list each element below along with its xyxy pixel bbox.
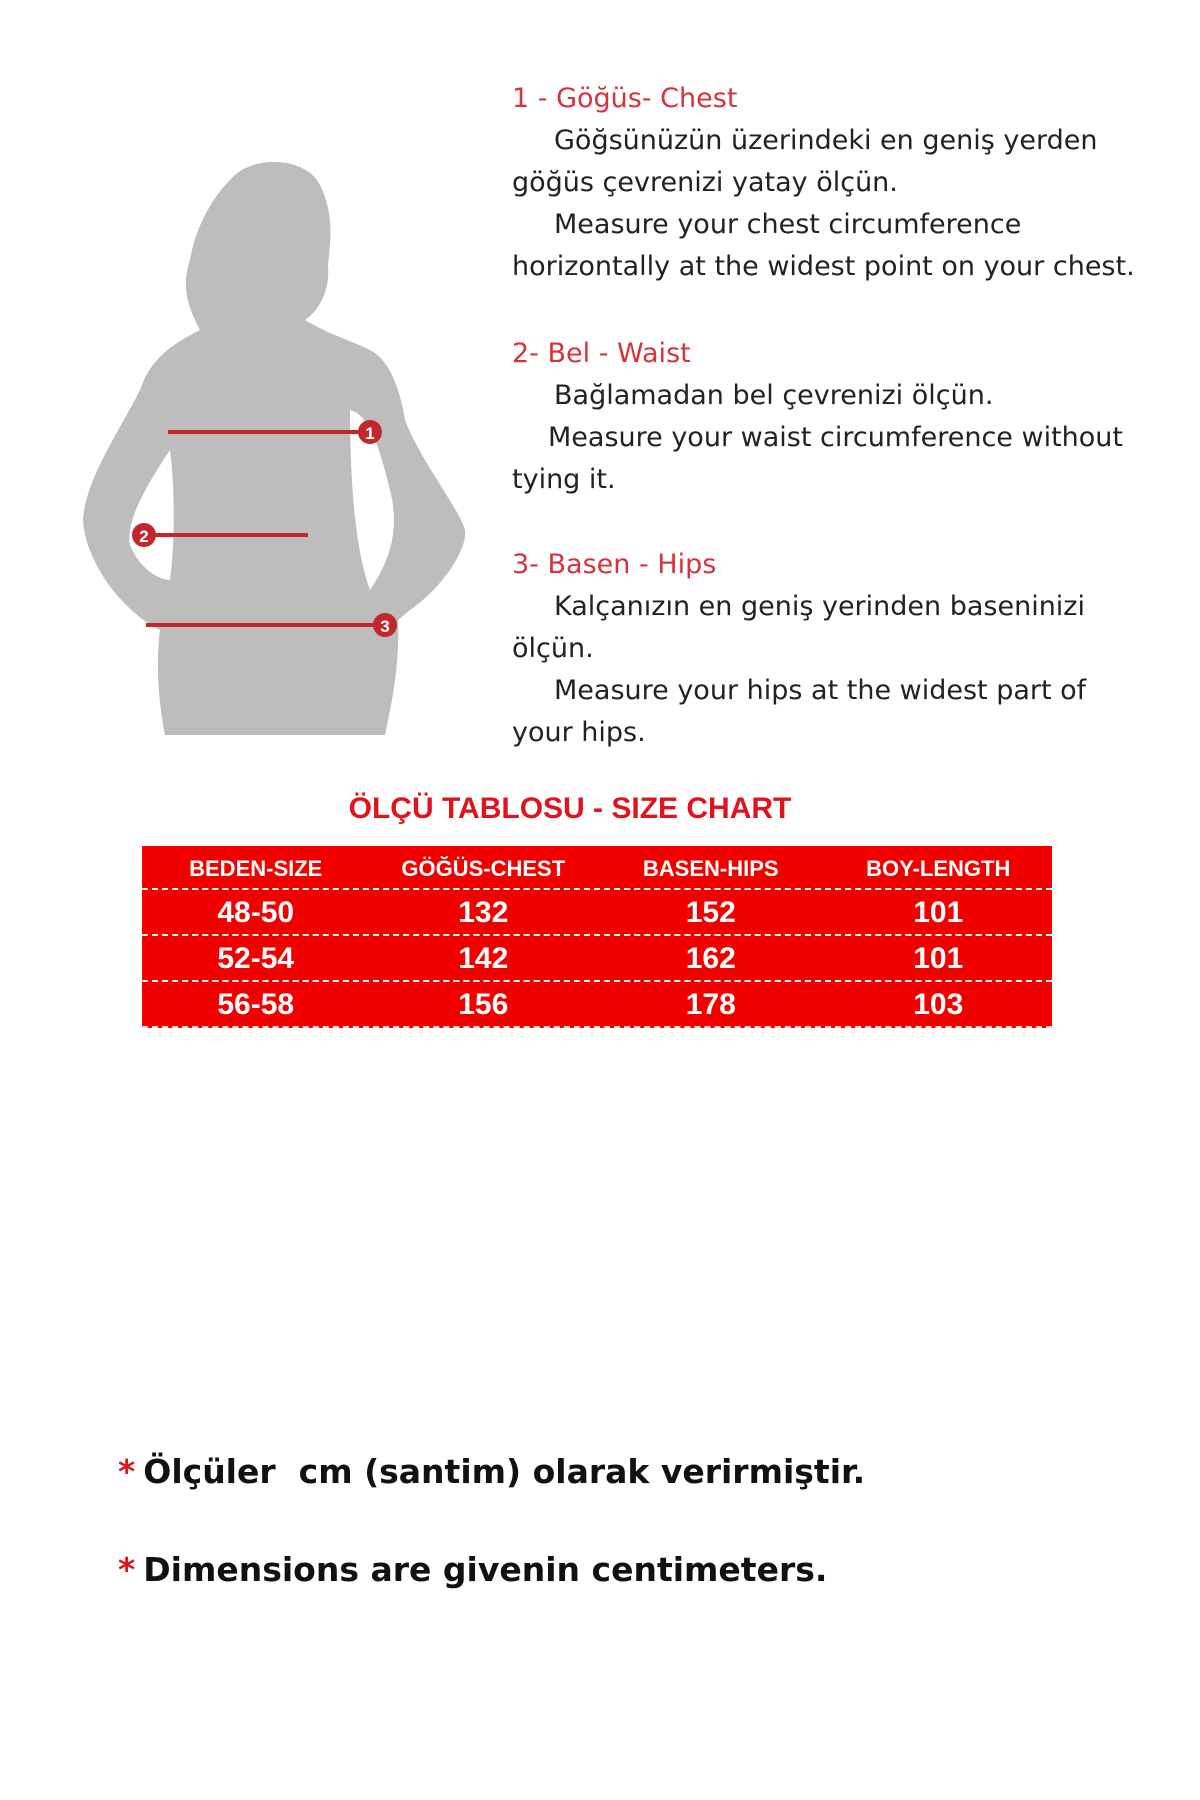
table-cell: 142 [458,942,509,975]
table-cell: 101 [913,942,964,975]
column-header: BOY-LENGTH [866,856,1011,881]
chest-instructions: 1 - Göğüs- Chest Göğsünüzün üzerindeki e… [512,78,1135,288]
table-cell: 178 [685,988,736,1021]
instruction-line: Bağlamadan bel çevrenizi ölçün. [554,380,994,411]
table-header-row: BEDEN-SIZE GÖĞÜS-CHEST BASEN-HIPS BOY-LE… [142,846,1052,890]
table-row: 52-54 142 162 101 [142,936,1052,982]
instruction-line: Measure your chest circumference [554,209,1022,240]
instruction-line: tying it. [512,464,616,495]
marker-3-label: 3 [380,617,389,636]
table-row: 48-50 132 152 101 [142,890,1052,936]
column-header: GÖĞÜS-CHEST [401,856,566,881]
waist-instructions: 2- Bel - Waist Bağlamadan bel çevrenizi … [512,333,1123,501]
arm-gap-right [350,410,394,590]
table-cell: 152 [685,896,736,929]
table-cell: 162 [685,942,736,975]
table-row: 56-58 156 178 103 [142,982,1052,1028]
column-header: BEDEN-SIZE [189,856,323,881]
waist-heading: 2- Bel - Waist [512,338,691,369]
asterisk-icon: * [118,1452,136,1491]
hips-instructions: 3- Basen - Hips Kalçanızın en geniş yeri… [512,544,1086,754]
asterisk-icon: * [118,1550,136,1589]
instruction-line: göğüs çevrenizi yatay ölçün. [512,167,898,198]
table-cell: 52-54 [217,942,295,975]
body-silhouette-figure: 1 2 3 [83,161,466,735]
hips-heading: 3- Basen - Hips [512,549,717,580]
note-text: Dimensions are givenin centimeters. [143,1550,828,1589]
marker-1 [358,420,382,444]
note-units-tr: * Ölçüler cm (santim) olarak verirmiştir. [118,1452,865,1491]
column-header: BASEN-HIPS [642,856,779,881]
instruction-line: ölçün. [512,633,594,664]
table-cell: 132 [458,896,509,929]
chest-heading: 1 - Göğüs- Chest [512,83,738,114]
table-cell: 101 [913,896,964,929]
table-cell: 56-58 [217,988,295,1021]
instruction-line: your hips. [512,717,646,748]
size-chart-title: ÖLÇÜ TABLOSU - SIZE CHART [348,792,792,825]
table-cell: 156 [458,988,509,1021]
silhouette [83,161,466,735]
note-text: Ölçüler cm (santim) olarak verirmiştir. [143,1452,866,1491]
marker-2 [132,523,156,547]
marker-3 [373,613,397,637]
table-cell: 48-50 [217,896,295,929]
marker-1-label: 1 [365,424,374,443]
note-units-en: * Dimensions are givenin centimeters. [118,1550,827,1589]
instruction-line: Göğsünüzün üzerindeki en geniş yerden [554,125,1098,156]
instruction-line: Measure your hips at the widest part of [554,675,1087,706]
table-cell: 103 [913,988,964,1021]
marker-2-label: 2 [139,527,148,546]
instruction-line: Kalçanızın en geniş yerinden baseninizi [554,591,1085,622]
instruction-line: Measure your waist circumference without [548,422,1123,453]
size-chart-table: BEDEN-SIZE GÖĞÜS-CHEST BASEN-HIPS BOY-LE… [142,846,1052,1028]
arm-gap-left [129,450,174,580]
instruction-line: horizontally at the widest point on your… [512,251,1135,282]
